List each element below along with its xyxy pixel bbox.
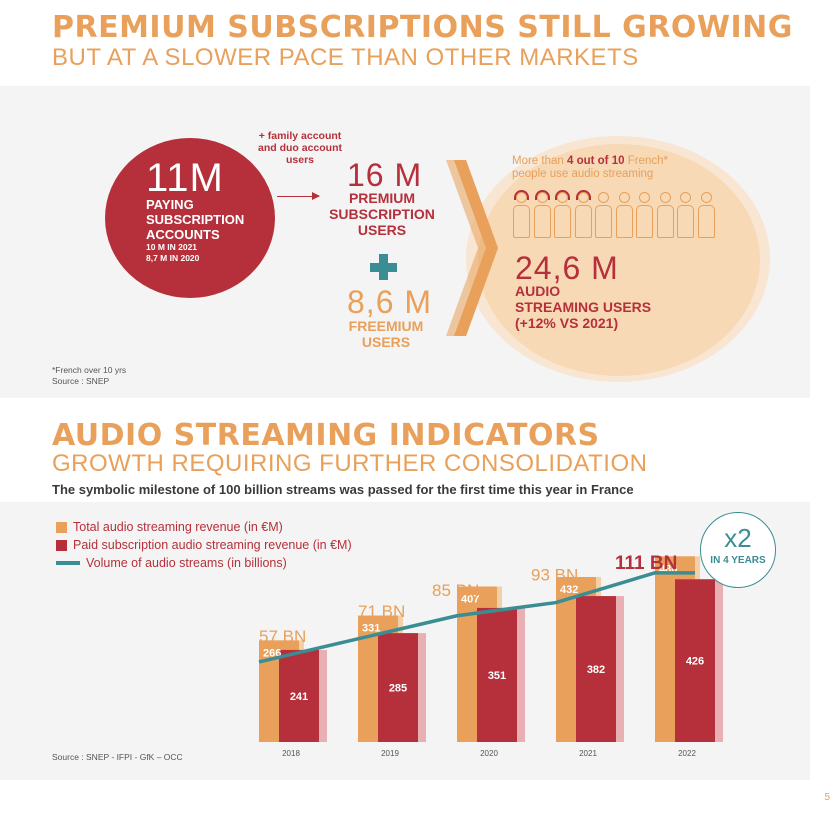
person-headphones-icon [513,190,530,240]
stream-volume-label: 57 BN [259,627,306,646]
legend-total-revenue: Total audio streaming revenue (in €M) [56,520,283,534]
legend-label: Volume of audio streams (in billions) [86,556,287,570]
bar-paid-label: 285 [389,683,407,695]
audio-users-label: AUDIO STREAMING USERS (+12% VS 2021) [515,283,652,331]
paying-accounts-circle [105,138,275,298]
legend-paid-revenue: Paid subscription audio streaming revenu… [56,538,352,552]
legend-swatch [56,521,67,533]
arrow-head-icon [312,192,320,200]
x-tick-label: 2020 [480,749,498,758]
stream-volume-label: 71 BN [358,602,405,621]
bar-paid [477,607,517,742]
person-icon [656,192,674,240]
premium-users-label: PREMIUM SUBSCRIPTION USERS [329,190,435,238]
family-account-note: + family account and duo account users [258,130,342,166]
legend-stream-volume: Volume of audio streams (in billions) [56,556,287,570]
legend-label: Paid subscription audio streaming revenu… [73,538,352,552]
source-bottom: Source : SNEP - IFPI - GfK – OCC [52,752,183,762]
legend-swatch [56,539,67,551]
bar-paid-label: 426 [686,656,704,668]
bar-paid [576,596,616,742]
chevron-right-icon [446,160,498,336]
x-tick-label: 2018 [282,749,300,758]
section2-subtitle: GROWTH REQUIRING FURTHER CONSOLIDATION [52,450,648,477]
person-icon [636,192,653,240]
bar-paid-label: 241 [290,691,308,703]
section2-title: AUDIO STREAMING INDICATORS [52,418,600,453]
bar-total-label: 331 [362,623,380,635]
section1-title: PREMIUM SUBSCRIPTIONS STILL GROWING [52,10,793,45]
plus-icon-bar [370,263,397,272]
person-icon [615,192,633,240]
stream-volume-label: 93 BN [531,566,578,585]
section1-subtitle: BUT AT A SLOWER PACE THAN OTHER MARKETS [52,44,639,71]
paying-accounts-history: 10 M IN 2021 8,7 M IN 2020 [146,242,200,263]
person-headphones-icon [533,190,551,240]
person-icon [595,192,612,240]
source-top: Source : SNEP [52,376,110,386]
freemium-users-value: 8,6 M [347,284,433,320]
person-icon [677,192,694,240]
streaming-chart: 2662412018331285201940735120204323822021… [258,553,723,758]
legend-label: Total audio streaming revenue (in €M) [73,520,283,534]
audio-users-circle [478,144,760,376]
premium-users-value: 16 M [347,157,423,193]
french-usage-note: More than 4 out of 10 French* people use… [512,155,668,180]
bar-paid [378,633,418,742]
bar-paid [279,649,319,742]
bar-total-label: 407 [461,594,479,606]
x-tick-label: 2021 [579,749,597,758]
x2-badge-value: x2 [724,523,752,553]
bar-total-label: 432 [560,584,578,596]
x-tick-label: 2022 [678,749,696,758]
person-headphones-icon [554,190,571,240]
milestone-tagline: The symbolic milestone of 100 billion st… [52,482,634,497]
x2-badge-label: IN 4 YEARS [710,555,766,566]
stream-volume-label: 111 BN [615,553,677,574]
person-headphones-icon [574,190,592,240]
paying-accounts-value: 11M [146,156,224,200]
bar-paid [675,579,715,742]
paying-accounts-label: PAYING SUBSCRIPTION ACCOUNTS [146,197,245,242]
stream-volume-label: 85 BN [432,581,479,600]
stream-volume-line [258,571,695,664]
page-number: 5 [824,792,830,803]
bar-paid-label: 382 [587,664,605,676]
audio-users-value: 24,6 M [515,250,619,286]
x-tick-label: 2019 [381,749,399,758]
bar-paid-label: 351 [488,670,506,682]
legend-swatch [56,561,80,565]
person-icon [697,192,715,240]
footnote-french: *French over 10 yrs [52,365,127,375]
arrow-right-icon [277,196,319,197]
x2-badge: x2 IN 4 YEARS [700,512,776,588]
freemium-users-label: FREEMIUM USERS [348,318,424,350]
